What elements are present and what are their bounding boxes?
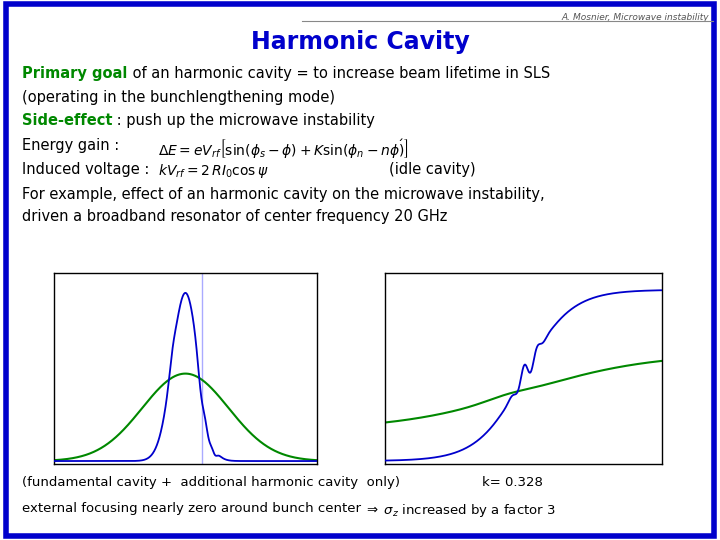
Text: of an harmonic cavity = to increase beam lifetime in SLS: of an harmonic cavity = to increase beam… [128, 66, 550, 81]
Text: (idle cavity): (idle cavity) [389, 162, 475, 177]
Text: A. Mosnier, Microwave instability: A. Mosnier, Microwave instability [562, 14, 709, 23]
Text: (operating in the bunchlengthening mode): (operating in the bunchlengthening mode) [22, 90, 335, 105]
Text: Primary goal: Primary goal [22, 66, 127, 81]
Text: $\Delta E = eV_{rf}\left[\sin(\phi_s - \phi) + K\sin(\phi_n - n\phi\')\right]$: $\Delta E = eV_{rf}\left[\sin(\phi_s - \… [158, 138, 409, 161]
Text: Energy gain :: Energy gain : [22, 138, 119, 153]
Text: $kV_{rf} = 2\,RI_0\cos\psi$: $kV_{rf} = 2\,RI_0\cos\psi$ [158, 162, 269, 180]
Text: external focusing nearly zero around bunch center: external focusing nearly zero around bun… [22, 502, 361, 515]
Text: Induced voltage :: Induced voltage : [22, 162, 149, 177]
Text: k= 0.328: k= 0.328 [482, 476, 544, 489]
Text: driven a broadband resonator of center frequency 20 GHz: driven a broadband resonator of center f… [22, 209, 447, 224]
Text: For example, effect of an harmonic cavity on the microwave instability,: For example, effect of an harmonic cavit… [22, 187, 544, 202]
Text: Side-effect: Side-effect [22, 113, 112, 129]
Text: : push up the microwave instability: : push up the microwave instability [112, 113, 374, 129]
Text: (fundamental cavity +  additional harmonic cavity  only): (fundamental cavity + additional harmoni… [22, 476, 400, 489]
Text: $\Rightarrow\;\sigma_z$ increased by a factor 3: $\Rightarrow\;\sigma_z$ increased by a f… [364, 502, 555, 519]
Text: Harmonic Cavity: Harmonic Cavity [251, 30, 469, 53]
